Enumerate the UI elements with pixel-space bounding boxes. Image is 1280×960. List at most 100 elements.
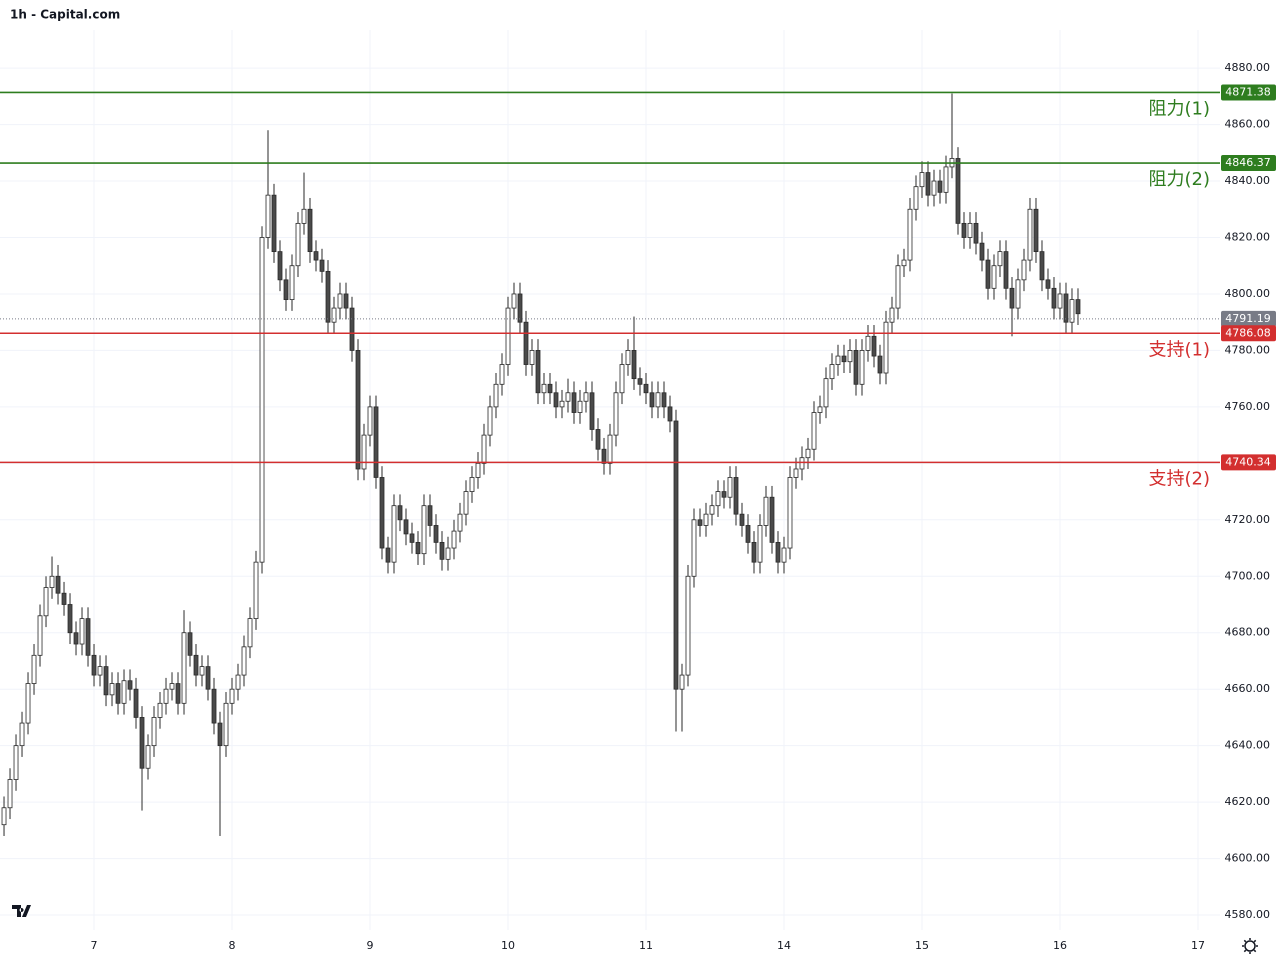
candle-body xyxy=(679,674,685,690)
x-tick-label: 11 xyxy=(639,939,653,952)
candle-body xyxy=(697,519,703,526)
candle-body xyxy=(205,666,211,690)
candle-body xyxy=(283,279,289,301)
candle-body xyxy=(433,525,439,543)
candle-body xyxy=(727,477,733,498)
candle-body xyxy=(541,383,547,394)
candle-body xyxy=(37,615,43,656)
candle-body xyxy=(985,259,991,289)
candle-body xyxy=(883,321,889,374)
candle-body xyxy=(583,392,589,402)
candle-body xyxy=(841,355,847,363)
candle-body xyxy=(577,400,583,413)
candle-body xyxy=(1033,208,1039,253)
candle-body xyxy=(745,525,751,543)
candle-body xyxy=(115,683,121,704)
candle-body xyxy=(499,364,505,385)
candle-body xyxy=(571,392,577,413)
candle-body xyxy=(385,547,391,563)
candle-body xyxy=(673,420,679,690)
candle-body xyxy=(319,259,325,272)
y-tick-label: 4600.00 xyxy=(1225,852,1271,865)
candle-body xyxy=(817,406,823,413)
level-price-box xyxy=(1221,325,1276,342)
y-tick-label: 4820.00 xyxy=(1225,230,1271,243)
candle-body xyxy=(415,541,421,555)
candle-body xyxy=(253,561,259,620)
candle-body xyxy=(67,604,73,634)
candle-body xyxy=(397,505,403,521)
x-tick-label: 10 xyxy=(501,939,515,952)
candle-body xyxy=(175,683,181,704)
candle-body xyxy=(373,406,379,478)
candle-body xyxy=(259,237,265,563)
candle-body xyxy=(313,251,319,261)
candle-body xyxy=(643,383,649,394)
candle-body xyxy=(1075,299,1081,315)
candle-body xyxy=(43,587,49,617)
candle-body xyxy=(787,477,793,549)
candle-body xyxy=(289,265,295,301)
candle-body xyxy=(19,722,25,747)
candle-body xyxy=(49,575,55,588)
candle-body xyxy=(271,194,277,253)
candle-body xyxy=(337,293,343,309)
candle-body xyxy=(1039,251,1045,281)
candle-body xyxy=(379,477,385,549)
candle-body xyxy=(157,702,163,718)
candle-body xyxy=(91,654,97,676)
y-tick-label: 4680.00 xyxy=(1225,626,1271,639)
last-price-label: 4791.19 xyxy=(1225,312,1271,325)
candle-body xyxy=(217,722,223,747)
candle-body xyxy=(445,547,451,560)
candle-body xyxy=(79,618,85,645)
candle-body xyxy=(427,505,433,526)
candle-body xyxy=(793,468,799,478)
candle-body xyxy=(355,350,361,470)
candle-body xyxy=(865,335,871,351)
candle-body xyxy=(823,378,829,408)
x-tick-label: 7 xyxy=(91,939,98,952)
candle-body xyxy=(481,434,487,464)
candle-body xyxy=(631,350,637,380)
candle-body xyxy=(109,683,115,696)
candle-body xyxy=(7,779,13,809)
candle-body xyxy=(967,222,973,238)
candle-body xyxy=(811,412,817,450)
candle-body xyxy=(511,293,517,309)
candle-body xyxy=(769,496,775,543)
candle-body xyxy=(859,350,865,385)
candle-body xyxy=(649,392,655,408)
candle-body xyxy=(931,180,937,196)
candles xyxy=(1,93,1081,836)
settings-icon[interactable] xyxy=(1242,938,1258,954)
candle-body xyxy=(361,434,367,470)
candle-body xyxy=(529,350,535,365)
candle-body xyxy=(589,392,595,430)
chart-title: 1h - Capital.com xyxy=(10,8,120,22)
candle-body xyxy=(343,293,349,309)
candle-body xyxy=(781,547,787,563)
candle-body xyxy=(871,335,877,357)
candle-body xyxy=(331,307,337,323)
candle-body xyxy=(973,222,979,244)
candle-body xyxy=(187,632,193,656)
candle-body xyxy=(523,321,529,365)
candle-body xyxy=(349,307,355,351)
candle-body xyxy=(73,632,79,645)
candle-body xyxy=(667,406,673,422)
candle-body xyxy=(637,378,643,385)
candle-body xyxy=(1063,293,1069,323)
candle-body xyxy=(715,491,721,507)
candle-body xyxy=(1003,251,1009,289)
x-tick-label: 8 xyxy=(229,939,236,952)
candle-body xyxy=(607,434,613,464)
candle-body xyxy=(553,392,559,408)
x-tick-label: 15 xyxy=(915,939,929,952)
candle-body xyxy=(829,364,835,380)
candle-body xyxy=(211,688,217,724)
level-name: 支持(1) xyxy=(1149,339,1211,360)
candle-body xyxy=(613,392,619,436)
candle-body xyxy=(913,186,919,210)
